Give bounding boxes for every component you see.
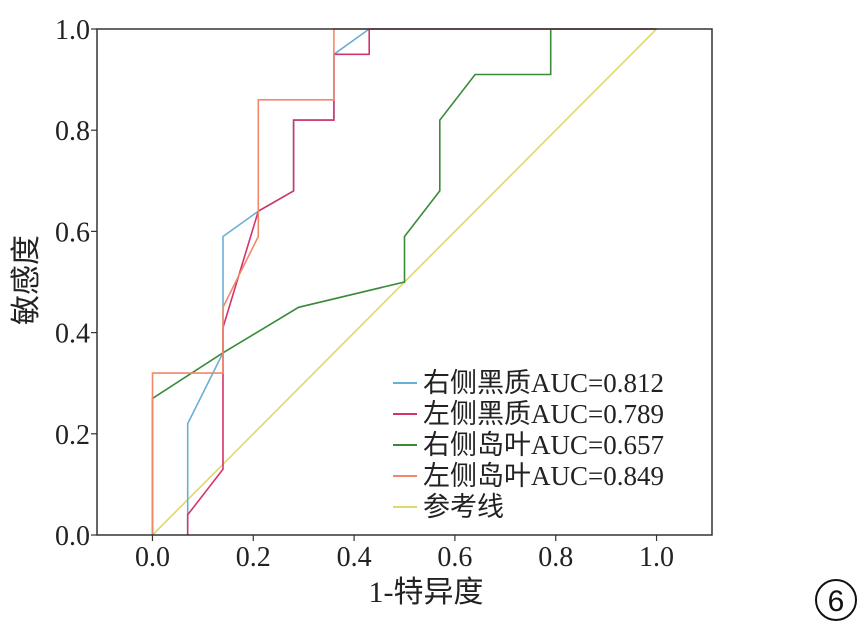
y-tick-label: 1.0 bbox=[55, 15, 90, 46]
series-line-2 bbox=[151, 28, 657, 535]
x-tick-label: 0.0 bbox=[135, 542, 170, 573]
y-tick-label: 0.6 bbox=[55, 217, 90, 248]
series-layer bbox=[151, 28, 658, 536]
x-tick-label: 0.4 bbox=[337, 542, 372, 573]
y-tick-label: 0.8 bbox=[55, 116, 90, 147]
plot-frame bbox=[96, 28, 713, 536]
legend-label: 右侧岛叶AUC=0.657 bbox=[423, 430, 664, 460]
y-axis-title: 敏感度 bbox=[10, 235, 43, 325]
panel-badge-circle bbox=[815, 579, 857, 621]
panel-badge: 6 bbox=[815, 579, 857, 621]
series-line-1 bbox=[186, 28, 657, 535]
legend: 右侧黑质AUC=0.812左侧黑质AUC=0.789右侧岛叶AUC=0.657左… bbox=[393, 368, 664, 522]
y-tick-label: 0.4 bbox=[55, 319, 90, 350]
y-tick-label: 0.2 bbox=[55, 420, 90, 451]
legend-label: 左侧黑质AUC=0.789 bbox=[423, 399, 664, 429]
y-tick-label: 0.0 bbox=[55, 521, 90, 552]
x-tick-label: 1.0 bbox=[639, 542, 674, 573]
x-axis-title: 1-特异度 bbox=[369, 576, 484, 609]
axes-layer: 0.0 0.2 0.4 0.6 0.8 1.0 0.0 0.2 0.4 0.6 0.8 1.0 bbox=[55, 15, 713, 573]
legend-label: 右侧黑质AUC=0.812 bbox=[423, 368, 664, 398]
legend-label: 参考线 bbox=[423, 492, 504, 522]
panel-label: 6 bbox=[828, 585, 845, 618]
series-line-3 bbox=[151, 28, 657, 535]
x-tick-label: 0.2 bbox=[236, 542, 271, 573]
legend-label: 左侧岛叶AUC=0.849 bbox=[423, 461, 664, 491]
x-tick-label: 0.6 bbox=[437, 542, 472, 573]
x-tick-label: 0.8 bbox=[538, 542, 573, 573]
